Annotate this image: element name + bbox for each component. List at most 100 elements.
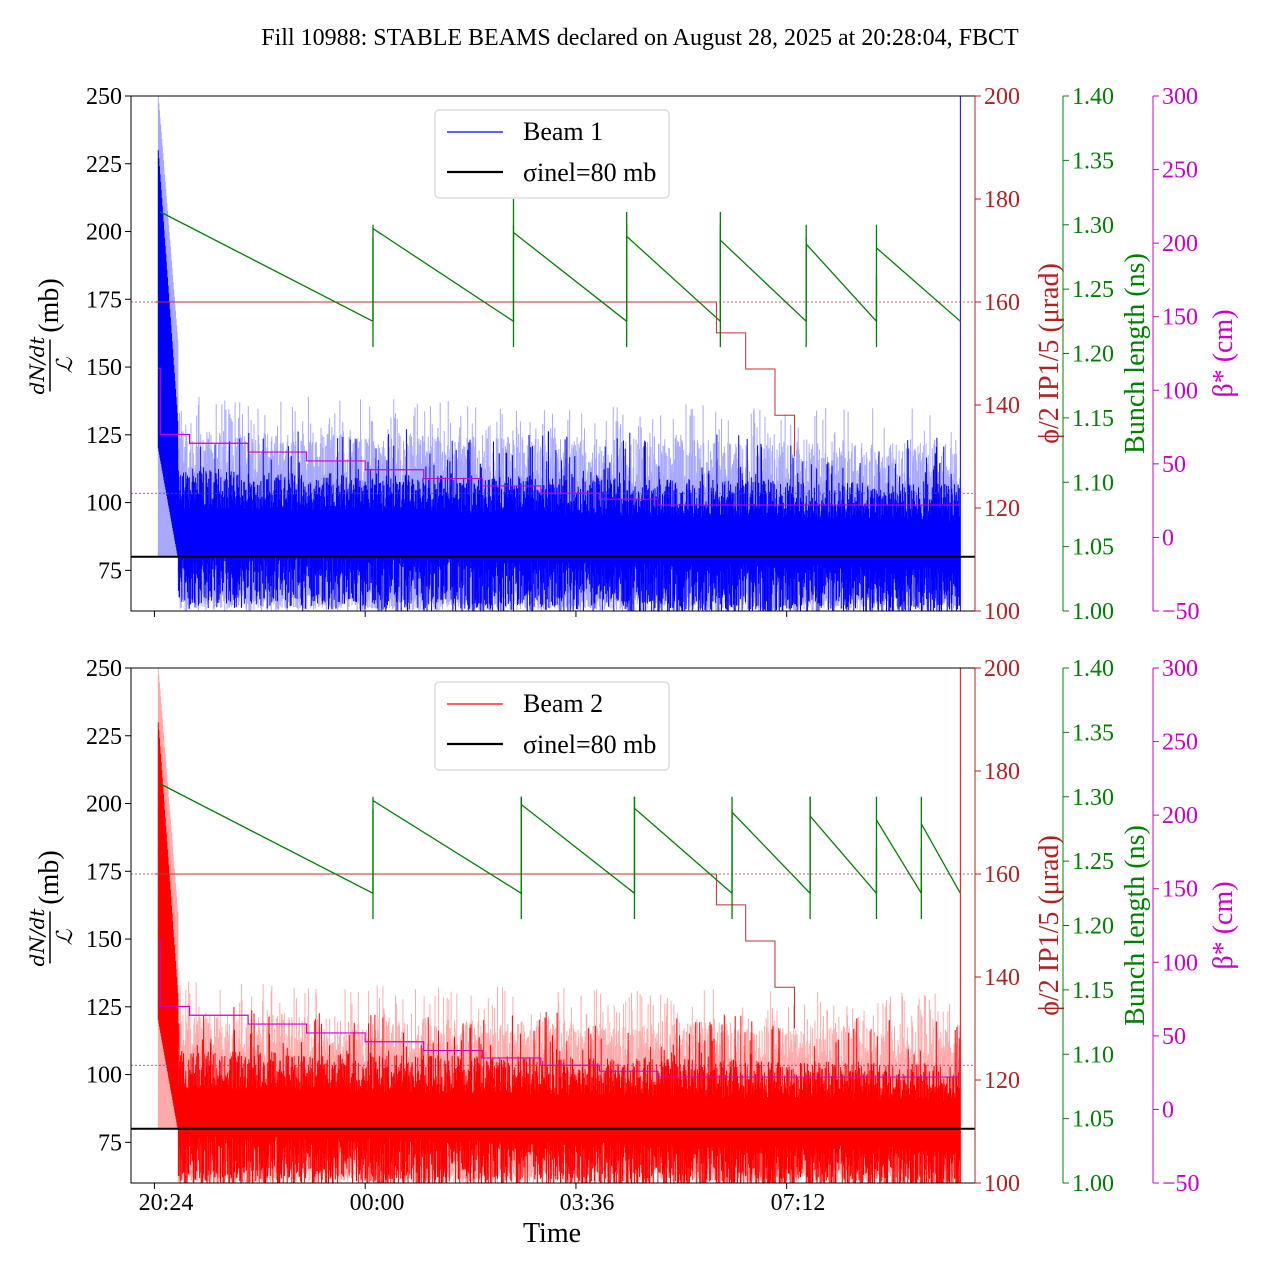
- beta-axis-tick-label: 100: [1162, 950, 1198, 976]
- legend: Beam 1 σinel=80 mb: [434, 109, 670, 199]
- crossing-axis-tick-label: 200: [984, 84, 1020, 110]
- panel-beam-1: 75 100 125 150 175 200 225 250 dN/dt ℒ (mb) 100 120 1…: [25, 84, 1239, 625]
- crossing-axis-tick-label: 180: [984, 759, 1020, 785]
- bunch-axis-tick-label: 1.20: [1072, 342, 1114, 368]
- y-tick-label: 175: [86, 859, 122, 885]
- y-tick-label: 250: [86, 656, 122, 682]
- y-tick-label: 75: [98, 558, 122, 584]
- crossing-axis-label: ϕ/2 IP1/5 (μrad): [1034, 835, 1065, 1016]
- beta-axis-tick-label: 50: [1162, 1024, 1186, 1050]
- legend-label-beam: Beam 2: [523, 689, 603, 718]
- beta-axis-label: β* (cm): [1208, 309, 1239, 397]
- beta-axis-tick-label: −50: [1162, 1171, 1200, 1197]
- x-axis: 20:24 00:00 03:36 07:12 Time: [139, 1190, 826, 1249]
- x-tick-label: 20:24: [139, 1190, 194, 1216]
- crossing-axis-tick-label: 100: [984, 599, 1020, 625]
- beta-axis-tick-label: 300: [1162, 84, 1198, 110]
- y-axis-label-left: dN/dt ℒ (mb): [25, 278, 78, 394]
- beta-star-line: [158, 939, 961, 1078]
- y-axis-label-den: ℒ: [53, 356, 78, 373]
- legend-label-sigma: σinel=80 mb: [523, 158, 656, 187]
- plot-area: [131, 96, 975, 611]
- y-tick-label: 125: [86, 423, 122, 449]
- crossing-angle-line: [154, 873, 795, 1029]
- bunch-axis-tick-label: 1.20: [1072, 914, 1114, 940]
- beta-axis-tick-label: 250: [1162, 730, 1198, 756]
- beta-axis-tick-label: 300: [1162, 656, 1198, 682]
- y-tick-label: 200: [86, 792, 122, 818]
- beta-axis-tick-label: 50: [1162, 452, 1186, 478]
- bunch-axis-tick-label: 1.25: [1072, 849, 1114, 875]
- beta-star-line: [158, 367, 961, 506]
- bunch-axis-tick-label: 1.30: [1072, 213, 1114, 239]
- bunch-axis-tick-label: 1.00: [1072, 1171, 1114, 1197]
- crossing-axis-label: ϕ/2 IP1/5 (μrad): [1034, 263, 1065, 444]
- panel-beam-2: 75 100 125 150 175 200 225 250 dN/dt ℒ (mb) 100 120 1…: [25, 656, 1239, 1197]
- crossing-axis-tick-label: 140: [984, 965, 1020, 991]
- y-tick-label: 150: [86, 927, 122, 953]
- y-axis-label-left: dN/dt ℒ (mb): [25, 850, 78, 966]
- plot-area: [131, 668, 975, 1183]
- beta-axis-label: β* (cm): [1208, 881, 1239, 969]
- crossing-axis-tick-label: 160: [984, 862, 1020, 888]
- crossing-angle-line: [154, 301, 795, 457]
- crossing-axis-tick-label: 180: [984, 187, 1020, 213]
- y-tick-label: 75: [98, 1130, 122, 1156]
- bunch-axis-tick-label: 1.05: [1072, 535, 1114, 561]
- bunch-axis-tick-label: 1.05: [1072, 1107, 1114, 1133]
- legend-label-sigma: σinel=80 mb: [523, 730, 656, 759]
- x-tick-label: 03:36: [560, 1190, 615, 1216]
- bunch-axis-tick-label: 1.10: [1072, 1042, 1114, 1068]
- legend: Beam 2 σinel=80 mb: [434, 681, 670, 771]
- x-tick-label: 00:00: [350, 1190, 405, 1216]
- y-tick-label: 225: [86, 152, 122, 178]
- y-axis-label-num: dN/dt: [25, 336, 49, 395]
- y-axis-label-num: dN/dt: [25, 908, 49, 967]
- bunch-axis-tick-label: 1.40: [1072, 656, 1114, 682]
- beta-axis-tick-label: 0: [1162, 1097, 1174, 1123]
- bunch-axis-tick-label: 1.40: [1072, 84, 1114, 110]
- beta-axis-tick-label: 0: [1162, 525, 1174, 551]
- beta-axis-tick-label: 200: [1162, 803, 1198, 829]
- x-axis-label: Time: [523, 1218, 581, 1249]
- beta-axis-tick-label: −50: [1162, 599, 1200, 625]
- bunch-axis-tick-label: 1.35: [1072, 720, 1114, 746]
- crossing-axis-tick-label: 100: [984, 1171, 1020, 1197]
- y-tick-label: 200: [86, 220, 122, 246]
- crossing-axis-tick-label: 160: [984, 290, 1020, 316]
- legend-label-beam: Beam 1: [523, 117, 603, 146]
- y-tick-label: 100: [86, 1063, 122, 1089]
- chart-title: Fill 10988: STABLE BEAMS declared on Aug…: [261, 25, 1019, 51]
- beta-axis-tick-label: 150: [1162, 305, 1198, 331]
- bunch-length-line: [159, 211, 961, 322]
- beta-axis-tick-label: 250: [1162, 158, 1198, 184]
- bunch-axis-tick-label: 1.25: [1072, 277, 1114, 303]
- bunch-axis-tick-label: 1.15: [1072, 406, 1114, 432]
- bunch-axis-label: Bunch length (ns): [1120, 253, 1151, 454]
- rate-band-series-beam-1: [157, 150, 961, 611]
- beta-axis-tick-label: 100: [1162, 378, 1198, 404]
- bunch-axis-tick-label: 1.15: [1072, 978, 1114, 1004]
- y-axis-label-den: ℒ: [53, 928, 78, 945]
- bunch-axis-tick-label: 1.10: [1072, 470, 1114, 496]
- bunch-axis-tick-label: 1.35: [1072, 148, 1114, 174]
- x-tick-label: 07:12: [771, 1190, 826, 1216]
- bunch-axis-label: Bunch length (ns): [1120, 825, 1151, 1026]
- y-axis-label-unit: (mb): [34, 850, 65, 904]
- crossing-axis-tick-label: 140: [984, 393, 1020, 419]
- beta-axis-tick-label: 150: [1162, 877, 1198, 903]
- bunch-axis-tick-label: 1.00: [1072, 599, 1114, 625]
- crossing-axis-tick-label: 200: [984, 656, 1020, 682]
- bunch-length-line: [159, 783, 961, 894]
- y-tick-label: 100: [86, 491, 122, 517]
- y-axis-label-unit: (mb): [34, 278, 65, 332]
- crossing-axis-tick-label: 120: [984, 1068, 1020, 1094]
- crossing-axis-tick-label: 120: [984, 496, 1020, 522]
- beta-axis-tick-label: 200: [1162, 231, 1198, 257]
- y-tick-label: 225: [86, 724, 122, 750]
- y-tick-label: 175: [86, 287, 122, 313]
- y-tick-label: 150: [86, 355, 122, 381]
- bunch-axis-tick-label: 1.30: [1072, 785, 1114, 811]
- y-tick-label: 250: [86, 84, 122, 110]
